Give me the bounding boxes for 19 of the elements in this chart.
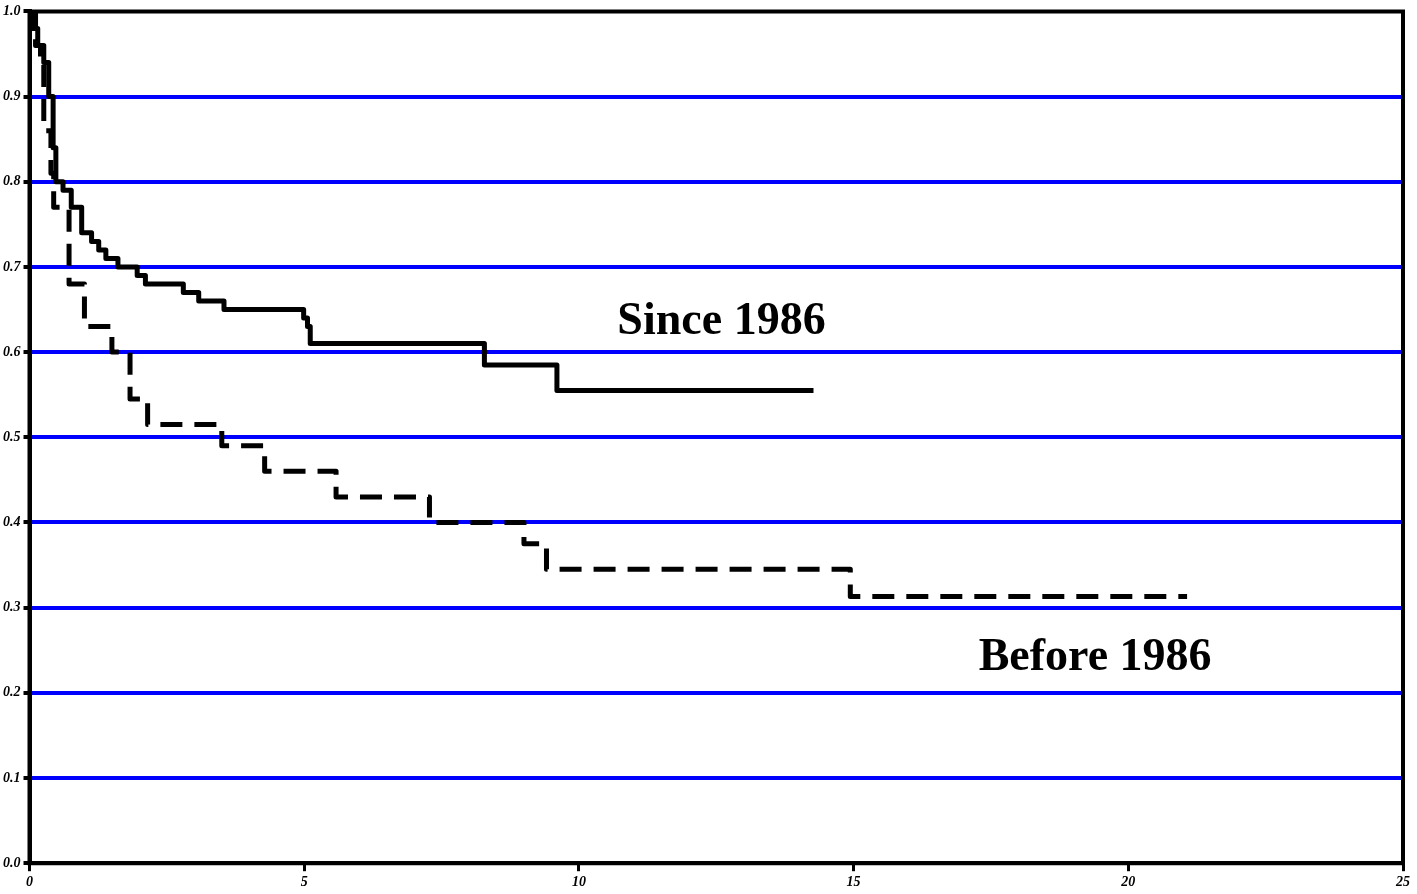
y-tick-label: 0.0 xyxy=(3,854,21,870)
y-tick-label: 0.7 xyxy=(3,258,22,274)
x-tick-label: 25 xyxy=(1395,874,1410,890)
y-tick-label: 0.1 xyxy=(3,769,21,785)
y-tick-label: 0.5 xyxy=(3,428,21,444)
series-label: Before 1986 xyxy=(978,629,1212,681)
y-tick-label: 0.8 xyxy=(3,173,21,189)
y-tick-label: 1.0 xyxy=(3,3,21,19)
y-tick-label: 0.9 xyxy=(3,88,21,104)
x-tick-label: 20 xyxy=(1120,874,1136,890)
x-tick-label: 0 xyxy=(26,874,33,890)
y-tick-label: 0.3 xyxy=(3,599,21,615)
x-tick-label: 10 xyxy=(571,874,586,890)
x-tick-label: 15 xyxy=(846,874,861,890)
series-label: Since 1986 xyxy=(617,293,826,345)
x-tick-label: 5 xyxy=(300,874,308,890)
y-tick-label: 0.4 xyxy=(3,514,21,530)
y-tick-label: 0.6 xyxy=(3,343,21,359)
y-tick-label: 0.2 xyxy=(3,684,21,700)
